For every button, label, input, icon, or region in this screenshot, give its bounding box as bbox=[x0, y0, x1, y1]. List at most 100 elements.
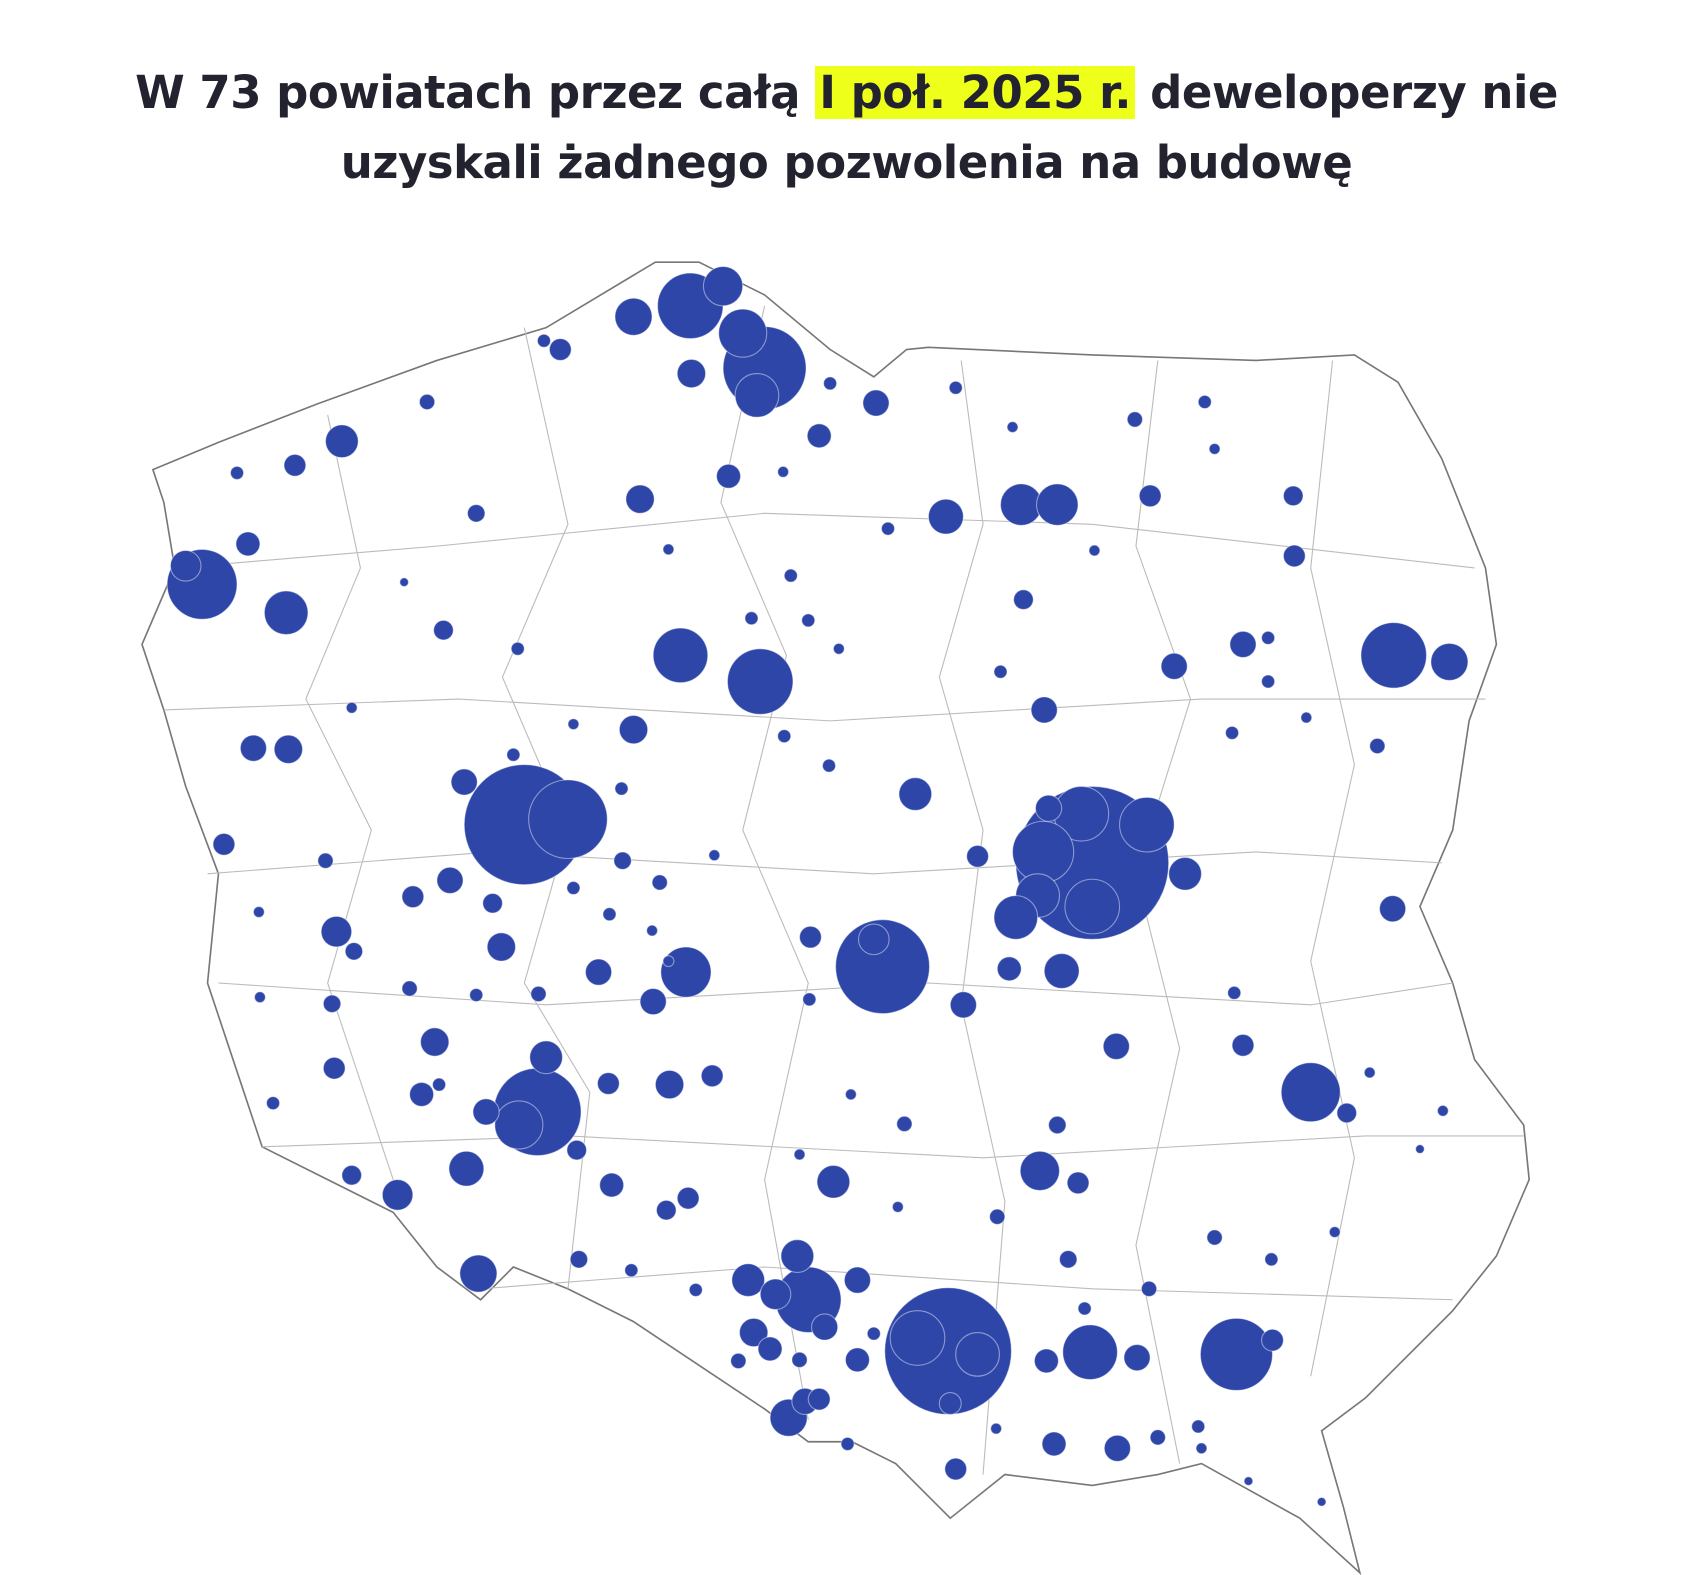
bubble bbox=[469, 987, 484, 1003]
bubble bbox=[1123, 1343, 1151, 1372]
bubble bbox=[798, 925, 822, 949]
bubble bbox=[639, 987, 667, 1016]
bubble bbox=[1066, 1171, 1090, 1195]
bubble bbox=[1058, 1250, 1078, 1269]
bubble bbox=[654, 1069, 685, 1100]
bubble bbox=[999, 483, 1043, 526]
bubble bbox=[613, 851, 632, 870]
bubbles bbox=[166, 265, 1469, 1507]
bubble bbox=[1006, 421, 1019, 434]
bubble bbox=[898, 777, 933, 811]
bubble bbox=[1369, 737, 1386, 755]
bubble bbox=[1011, 820, 1075, 884]
bubble bbox=[688, 1282, 703, 1298]
bubble bbox=[239, 734, 268, 762]
bubble bbox=[566, 880, 581, 896]
bubble bbox=[433, 619, 454, 641]
bubble bbox=[625, 484, 655, 514]
bubble bbox=[614, 781, 629, 796]
bubble bbox=[528, 779, 608, 860]
bubble bbox=[624, 1263, 639, 1278]
bubble bbox=[567, 718, 580, 731]
bubble bbox=[862, 389, 890, 417]
bubble bbox=[212, 832, 236, 856]
bubble bbox=[506, 747, 521, 762]
bubble bbox=[718, 308, 768, 358]
title-line-1: W 73 powiatach przez całą I poł. 2025 r.… bbox=[0, 58, 1693, 128]
bubble bbox=[844, 1347, 870, 1373]
bubble bbox=[955, 1331, 1000, 1377]
bubble bbox=[472, 1098, 500, 1126]
bubble bbox=[889, 1310, 946, 1366]
bubble bbox=[1077, 1301, 1092, 1316]
bubble bbox=[1149, 1429, 1166, 1446]
bubble bbox=[1103, 1434, 1132, 1462]
bubble bbox=[1140, 1280, 1158, 1298]
bubble bbox=[821, 758, 837, 773]
title-highlight: I poł. 2025 r. bbox=[815, 66, 1135, 119]
bubble bbox=[662, 955, 675, 968]
bubble bbox=[730, 1352, 747, 1370]
bubble bbox=[844, 1088, 857, 1101]
bubble bbox=[169, 549, 202, 582]
bubble bbox=[322, 1056, 346, 1080]
bubble bbox=[1013, 589, 1034, 611]
bubble bbox=[1064, 878, 1121, 935]
bubble bbox=[866, 1326, 881, 1341]
title-text: W 73 powiatach przez całą bbox=[135, 66, 801, 119]
bubble bbox=[569, 1250, 589, 1269]
bubble bbox=[676, 1186, 700, 1210]
bubble bbox=[777, 465, 790, 478]
bubble bbox=[510, 641, 525, 656]
bubble bbox=[1436, 1104, 1449, 1117]
bubble bbox=[1033, 1348, 1059, 1374]
bubble bbox=[857, 923, 890, 956]
bubble bbox=[448, 1150, 485, 1187]
bubble bbox=[1243, 1476, 1254, 1486]
bubble bbox=[990, 1422, 1003, 1435]
bubble bbox=[738, 1317, 769, 1348]
bubble bbox=[1264, 1252, 1279, 1267]
bubble bbox=[1360, 622, 1428, 689]
bubble bbox=[459, 1254, 498, 1293]
bubble bbox=[1041, 1431, 1067, 1457]
bubble bbox=[401, 885, 425, 909]
bubble bbox=[927, 498, 964, 535]
bubble bbox=[777, 729, 792, 744]
bubble bbox=[1336, 1102, 1358, 1124]
bubble bbox=[791, 1351, 808, 1369]
bubble bbox=[1160, 652, 1188, 680]
title: W 73 powiatach przez całą I poł. 2025 r.… bbox=[0, 58, 1693, 198]
bubble bbox=[494, 1100, 544, 1150]
bubble bbox=[1261, 674, 1276, 689]
bubble bbox=[1034, 794, 1063, 822]
bubble bbox=[802, 992, 817, 1007]
bubble bbox=[783, 568, 798, 583]
bubble bbox=[324, 424, 359, 459]
bubble bbox=[949, 991, 978, 1019]
bubble bbox=[1227, 985, 1242, 1000]
bubble bbox=[793, 1148, 806, 1161]
bubble bbox=[1261, 1328, 1284, 1352]
bubble bbox=[966, 844, 990, 868]
bubble bbox=[1282, 544, 1306, 568]
bubble bbox=[702, 265, 744, 307]
bubble bbox=[530, 985, 547, 1003]
bubble bbox=[409, 1081, 435, 1107]
bubble bbox=[993, 664, 1008, 679]
bubble bbox=[1191, 1419, 1206, 1434]
bubble bbox=[1206, 1229, 1223, 1246]
bubble bbox=[1126, 411, 1144, 428]
bubble bbox=[614, 297, 653, 336]
bubble bbox=[807, 1387, 831, 1411]
bubble bbox=[996, 956, 1022, 982]
bubble bbox=[1300, 711, 1313, 724]
bubble bbox=[450, 768, 478, 796]
bubble bbox=[618, 714, 649, 745]
bubble bbox=[1138, 484, 1162, 508]
bubble bbox=[1197, 394, 1212, 410]
bubble bbox=[1102, 1032, 1130, 1061]
bubble bbox=[660, 946, 712, 998]
bubble bbox=[283, 453, 307, 477]
